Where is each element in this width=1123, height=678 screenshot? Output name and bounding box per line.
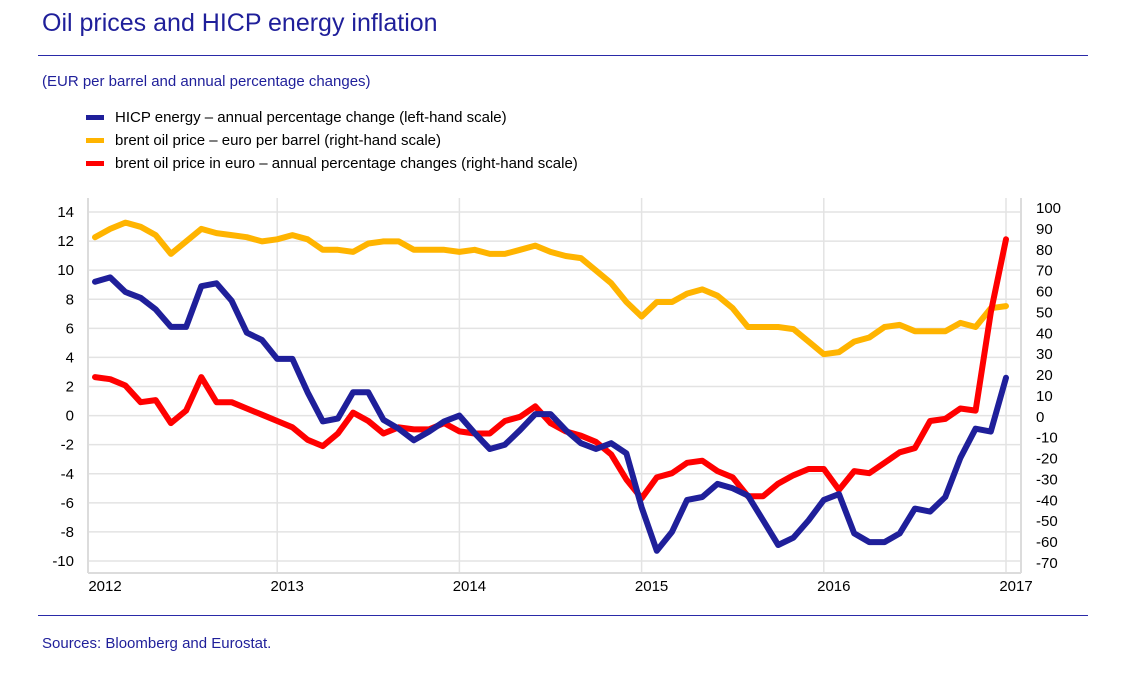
sources-rule bbox=[38, 615, 1088, 616]
left-axis: 14 12 10 8 6 4 2 0 -2 -4 -6 -8 -10 bbox=[52, 204, 74, 570]
legend-item-hicp: HICP energy – annual percentage change (… bbox=[86, 106, 578, 129]
left-tick-label: 2 bbox=[66, 379, 74, 396]
right-tick-label: 90 bbox=[1036, 221, 1053, 238]
chart-subtitle: (EUR per barrel and annual percentage ch… bbox=[42, 73, 371, 90]
legend-label-hicp: HICP energy – annual percentage change (… bbox=[115, 109, 507, 126]
brent-change-line bbox=[92, 236, 1009, 502]
legend-swatch-brent-change bbox=[86, 161, 104, 166]
left-tick-label: -4 bbox=[61, 466, 74, 483]
sources-note: Sources: Bloomberg and Eurostat. bbox=[42, 635, 272, 652]
right-tick-label: 50 bbox=[1036, 304, 1053, 321]
x-tick-label: 2017 bbox=[999, 578, 1032, 595]
x-tick-label: 2012 bbox=[88, 578, 121, 595]
right-tick-label: -70 bbox=[1036, 555, 1058, 572]
left-tick-label: 10 bbox=[57, 262, 74, 279]
right-tick-label: 100 bbox=[1036, 200, 1061, 217]
right-tick-label: 30 bbox=[1036, 346, 1053, 363]
left-tick-label: 0 bbox=[66, 408, 74, 425]
right-tick-label: -60 bbox=[1036, 534, 1058, 551]
right-tick-label: 70 bbox=[1036, 263, 1053, 280]
right-tick-label: -30 bbox=[1036, 471, 1058, 488]
series-lines bbox=[92, 219, 1009, 554]
legend-item-brent-price: brent oil price – euro per barrel (right… bbox=[86, 129, 578, 152]
legend-label-brent-change: brent oil price in euro – annual percent… bbox=[115, 155, 578, 172]
left-tick-label: 4 bbox=[66, 349, 74, 366]
left-tick-label: 14 bbox=[57, 204, 74, 221]
left-tick-label: 12 bbox=[57, 233, 74, 250]
right-tick-label: 10 bbox=[1036, 388, 1053, 405]
right-axis: 1009080706050403020100-10-20-30-40-50-60… bbox=[1036, 200, 1061, 572]
right-tick-label: 80 bbox=[1036, 242, 1053, 259]
left-tick-label: -6 bbox=[61, 495, 74, 512]
legend: HICP energy – annual percentage change (… bbox=[86, 106, 578, 175]
chart-title: Oil prices and HICP energy inflation bbox=[42, 9, 438, 37]
right-tick-label: -50 bbox=[1036, 513, 1058, 530]
right-tick-label: 20 bbox=[1036, 367, 1053, 384]
legend-label-brent-price: brent oil price – euro per barrel (right… bbox=[115, 132, 441, 149]
right-tick-label: 60 bbox=[1036, 284, 1053, 301]
right-tick-label: -20 bbox=[1036, 451, 1058, 468]
x-axis: 2012 2013 2014 2015 2016 2017 bbox=[88, 578, 1032, 595]
legend-swatch-hicp bbox=[86, 115, 104, 120]
x-tick-label: 2014 bbox=[453, 578, 486, 595]
hicp-energy-line bbox=[92, 274, 1009, 554]
x-tick-label: 2013 bbox=[271, 578, 304, 595]
right-tick-label: 40 bbox=[1036, 325, 1053, 342]
right-tick-label: 0 bbox=[1036, 409, 1044, 426]
title-rule bbox=[38, 55, 1088, 56]
left-tick-label: 8 bbox=[66, 291, 74, 308]
grid bbox=[87, 198, 1022, 574]
x-tick-label: 2016 bbox=[817, 578, 850, 595]
legend-item-brent-change: brent oil price in euro – annual percent… bbox=[86, 152, 578, 175]
x-tick-label: 2015 bbox=[635, 578, 668, 595]
right-tick-label: -40 bbox=[1036, 492, 1058, 509]
left-tick-label: -8 bbox=[61, 524, 74, 541]
left-tick-label: 6 bbox=[66, 320, 74, 337]
left-tick-label: -2 bbox=[61, 437, 74, 454]
brent-price-line bbox=[92, 219, 1009, 358]
legend-swatch-brent-price bbox=[86, 138, 104, 143]
right-tick-label: -10 bbox=[1036, 430, 1058, 447]
left-tick-label: -10 bbox=[52, 553, 74, 570]
